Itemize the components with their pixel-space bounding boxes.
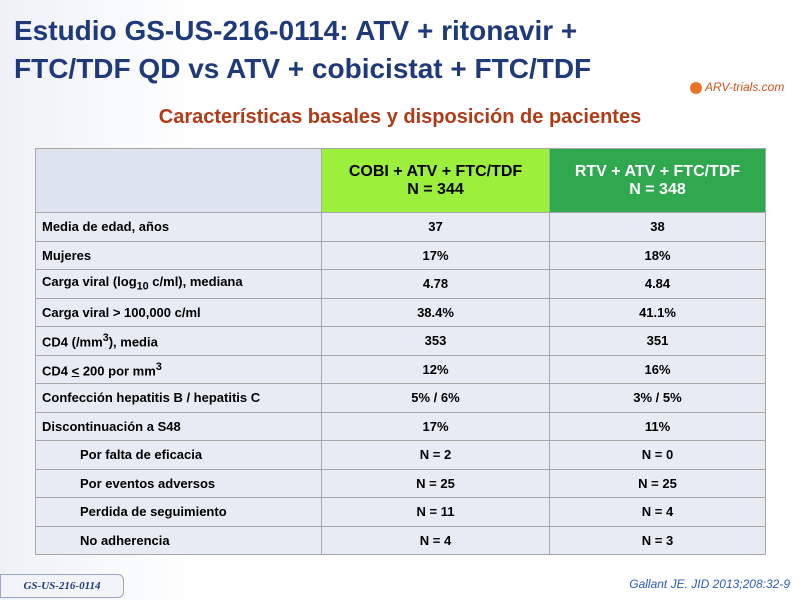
title-line: FTC/TDF QD vs ATV + cobicistat + FTC/TDF (14, 53, 592, 84)
value-cell: 11% (549, 411, 766, 441)
column-header-line: RTV + ATV + FTC/TDF (574, 162, 741, 180)
column-header: RTV + ATV + FTC/TDF N = 348 (549, 148, 766, 213)
row-label: Mujeres (35, 240, 322, 270)
table-row: Discontinuación a S48 17% 11% (35, 411, 766, 441)
label-part: CD4 (/mm (42, 334, 103, 350)
subtitle: Características basales y disposición de… (158, 106, 642, 128)
table-row: Confección hepatitis B / hepatitis C 5% /… (35, 383, 766, 413)
label-part: No adherencia (80, 532, 170, 548)
value-cell: N = 4 (321, 525, 550, 555)
value-cell: N = 2 (321, 440, 550, 470)
value-cell: 17% (321, 240, 550, 270)
value-cell: N = 3 (549, 525, 766, 555)
value-cell: 3% / 5% (549, 383, 766, 413)
table-row: Carga viral (log10 c/ml), mediana 4.78 4.8… (35, 269, 766, 299)
label-part: c/ml), mediana (148, 274, 243, 290)
column-header-line: COBI + ATV + FTC/TDF (348, 162, 523, 180)
row-label: CD4 (/mm3), media (35, 326, 322, 356)
logo: ARV-trials.com (690, 80, 784, 94)
value-cell: N = 4 (549, 497, 766, 527)
title: Estudio GS-US-216-0114: ATV + ritonavir … (14, 12, 694, 88)
row-label: Carga viral > 100,000 c/ml (35, 297, 322, 327)
value-cell: 4.78 (321, 269, 550, 299)
label-part: 200 por mm (79, 362, 156, 378)
row-label: Por eventos adversos (35, 468, 322, 498)
table-row: Por eventos adversos N = 25 N = 25 (35, 468, 766, 498)
citation: Gallant JE. JID 2013;208:32-9 (629, 577, 790, 591)
column-header-line: N = 344 (407, 180, 464, 198)
table: COBI + ATV + FTC/TDF N = 344 RTV + ATV + F… (35, 148, 766, 555)
study-tag: GS-US-216-0114 (0, 574, 124, 598)
value-cell: 353 (321, 326, 550, 356)
label-part: Confección hepatitis B / hepatitis C (42, 390, 261, 406)
label-part: Discontinuación a S48 (42, 418, 181, 434)
row-label: Discontinuación a S48 (35, 411, 322, 441)
header-cell (35, 148, 322, 213)
table-row: Perdida de seguimiento N = 11 N = 4 (35, 497, 766, 527)
row-label: Carga viral (log10 c/ml), mediana (35, 269, 322, 299)
label-part: Mujeres (42, 247, 92, 263)
label-part: 3 (102, 332, 109, 345)
table-row: Carga viral > 100,000 c/ml 38.4% 41.1% (35, 297, 766, 327)
label-part: Perdida de seguimiento (80, 504, 227, 520)
row-label: CD4 < 200 por mm3 (35, 354, 322, 384)
label-part: Media de edad, años (42, 219, 170, 235)
label-part: 3 (155, 360, 162, 373)
value-cell: 37 (321, 212, 550, 242)
label-part: Carga viral > 100,000 c/ml (42, 304, 201, 320)
label-part: Carga viral (log (42, 274, 137, 290)
logo-text: ARV-trials.com (705, 80, 785, 94)
table-row: Mujeres 17% 18% (35, 240, 766, 270)
table-row: CD4 < 200 por mm3 12% 16% (35, 354, 766, 384)
row-label: Perdida de seguimiento (35, 497, 322, 527)
column-header-line: N = 348 (629, 180, 686, 198)
value-cell: 351 (549, 326, 766, 356)
row-label: Confección hepatitis B / hepatitis C (35, 383, 322, 413)
value-cell: N = 11 (321, 497, 550, 527)
row-label: Media de edad, años (35, 212, 322, 242)
header-row: COBI + ATV + FTC/TDF N = 344 RTV + ATV + F… (35, 148, 766, 213)
value-cell: N = 25 (321, 468, 550, 498)
value-cell: 38.4% (321, 297, 550, 327)
label-part: Por eventos adversos (80, 475, 216, 491)
value-cell: 16% (549, 354, 766, 384)
value-cell: 41.1% (549, 297, 766, 327)
table-row: Media de edad, años 37 38 (35, 212, 766, 242)
value-cell: 4.84 (549, 269, 766, 299)
label-part: ), media (108, 334, 158, 350)
table-row: CD4 (/mm3), media 353 351 (35, 326, 766, 356)
value-cell: N = 0 (549, 440, 766, 470)
value-cell: 12% (321, 354, 550, 384)
value-cell: 18% (549, 240, 766, 270)
value-cell: 17% (321, 411, 550, 441)
row-label: Por falta de eficacia (35, 440, 322, 470)
label-part: 10 (136, 281, 149, 294)
row-label: No adherencia (35, 525, 322, 555)
label-part: Por falta de eficacia (80, 447, 203, 463)
title-line: Estudio GS-US-216-0114: ATV + ritonavir … (14, 15, 578, 46)
value-cell: 38 (549, 212, 766, 242)
label-part: CD4 (42, 362, 72, 378)
column-header: COBI + ATV + FTC/TDF N = 344 (321, 148, 550, 213)
value-cell: N = 25 (549, 468, 766, 498)
label-part: < (71, 362, 80, 378)
value-cell: 5% / 6% (321, 383, 550, 413)
